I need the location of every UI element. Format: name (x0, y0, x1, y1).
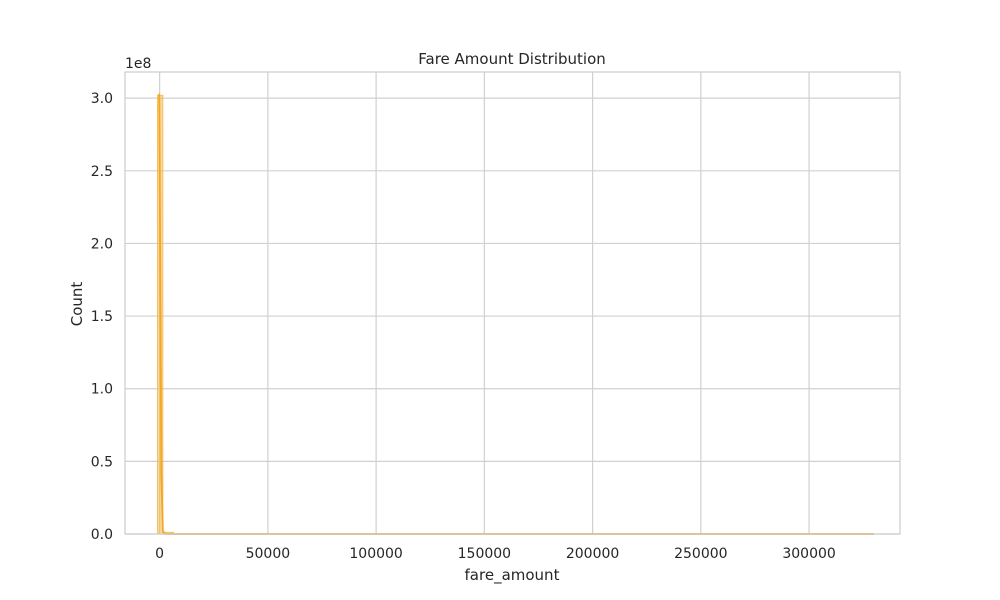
x-tick-label: 0 (155, 546, 164, 562)
y-tick-labels: 0.0 0.5 1.0 1.5 2.0 2.5 3.0 (91, 91, 113, 543)
kde-line (158, 93, 875, 535)
x-axis-title: fare_amount (465, 566, 560, 585)
chart-title: Fare Amount Distribution (418, 50, 606, 68)
y-tick-label: 0.5 (91, 454, 113, 470)
line-layer (158, 93, 875, 535)
x-tick-label: 250000 (674, 546, 727, 562)
x-tick-labels: 0 50000 100000 150000 200000 250000 300000 (155, 546, 836, 562)
x-tick-label: 50000 (246, 546, 291, 562)
x-tick-label: 100000 (349, 546, 402, 562)
x-tick-label: 200000 (566, 546, 619, 562)
y-tick-label: 3.0 (91, 91, 113, 107)
x-tick-label: 150000 (458, 546, 511, 562)
y-tick-label: 1.5 (91, 309, 113, 325)
y-tick-label: 2.5 (91, 164, 113, 180)
y-offset-label: 1e8 (125, 56, 151, 72)
y-tick-label: 2.0 (91, 236, 113, 252)
grid-layer (125, 72, 900, 535)
y-tick-label: 0.0 (91, 527, 113, 543)
y-axis-title: Count (68, 282, 86, 327)
plot-frame (124, 71, 901, 535)
x-tick-label: 300000 (782, 546, 835, 562)
y-tick-label: 1.0 (91, 382, 113, 398)
